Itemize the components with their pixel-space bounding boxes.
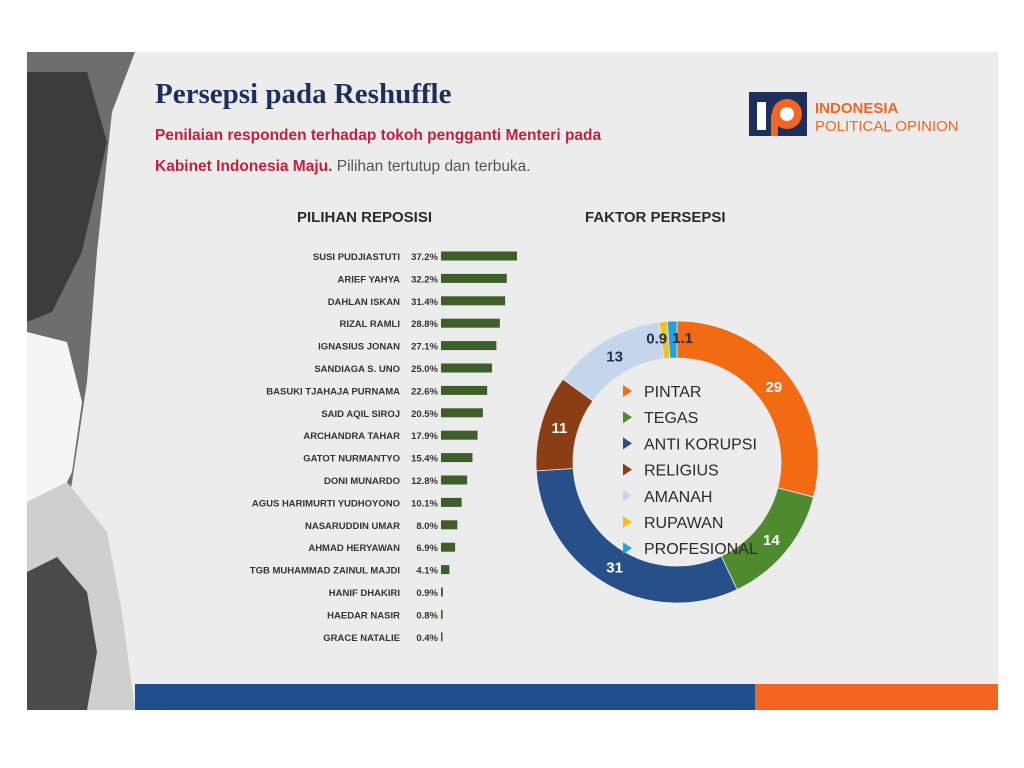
bar-category-label: ARIEF YAHYA [338,274,401,285]
logo-text-political-opinion: POLITICAL OPINION [815,118,959,135]
bar [441,385,488,395]
donut-value-label: 1.1 [672,330,693,347]
legend-marker [623,542,632,555]
bar-value-label: 37.2% [411,252,438,263]
bar [441,251,517,261]
donut-value-label: 0.9 [646,331,667,348]
bar-category-label: IGNASIUS JONAN [318,342,400,353]
bar-value-label: 15.4% [411,454,438,465]
bar [441,341,497,351]
bar-value-label: 8.0% [416,521,438,532]
bar-chart: SUSI PUDJIASTUTI 37.2% ARIEF YAHYA 32.2% DAH… [250,251,517,644]
bar-category-label: NASARUDDIN UMAR [305,521,400,532]
legend-marker [623,516,632,528]
bar [441,632,443,642]
bar [441,273,507,283]
donut-value-label: 14 [763,532,780,549]
bar-category-label: HANIF DHAKIRI [329,588,400,599]
donut-chart-title: FAKTOR PERSEPSI [585,209,726,226]
bar-category-label: AGUS HARIMURTI YUDHOYONO [252,498,400,509]
bar-value-label: 0.9% [416,588,438,599]
legend-label: AMANAH [644,489,712,506]
bar-category-label: HAEDAR NASIR [327,610,400,621]
bar [441,408,483,418]
bar-category-label: SAID AQIL SIROJ [321,409,400,420]
bar-category-label: TGB MUHAMMAD ZAINUL MAJDI [250,566,400,577]
bar [441,430,478,440]
bar-category-label: BASUKI TJAHAJA PURNAMA [266,386,400,397]
footer-stripe-orange [755,684,998,710]
bar-value-label: 10.1% [411,498,438,509]
bar-category-label: DAHLAN ISKAN [328,297,400,308]
donut-value-label: 11 [551,420,567,437]
donut-chart: 29 14 31 11 13 0.9 1.1 PINTAR TEGAS ANTI KORUPSI R… [535,320,819,604]
legend-marker [623,411,632,424]
bar-category-label: RIZAL RAMLI [339,319,400,330]
legend-label: PROFESIONAL [644,541,758,558]
bar [441,363,493,373]
bar [441,453,473,463]
bar-category-label: GATOT NURMANTYO [303,454,400,465]
bar [441,565,450,575]
legend-marker [623,463,632,476]
bar-value-label: 20.5% [411,409,438,420]
bar-category-label: AHMAD HERYAWAN [308,543,400,554]
legend-marker [623,437,632,450]
bar [441,318,500,328]
bar-value-label: 4.1% [416,566,438,577]
logo-mark [749,92,807,136]
footer-stripe-blue [135,684,755,710]
bar-value-label: 0.4% [416,633,438,644]
bar-value-label: 28.8% [411,319,438,330]
legend-label: ANTI KORUPSI [644,436,757,453]
subtitle-light: Pilihan tertutup dan terbuka. [336,158,531,175]
donut-value-label: 13 [606,349,623,366]
donut-value-label: 31 [606,559,623,576]
bar-chart-title: PILIHAN REPOSISI [297,209,433,226]
subtitle-line-2: Kabinet Indonesia Maju. Pilihan tertutup… [155,158,531,176]
bar-value-label: 31.4% [411,297,438,308]
bar-category-label: GRACE NATALIE [323,633,400,644]
logo-text-indonesia: INDONESIA [815,100,899,117]
ipo-logo: INDONESIA POLITICAL OPINION [749,80,979,140]
legend-label: RUPAWAN [644,515,723,532]
bar-value-label: 12.8% [411,476,438,487]
legend-label: PINTAR [644,384,701,401]
bar-value-label: 17.9% [411,431,438,442]
legend-label: RELIGIUS [644,463,719,480]
bar-value-label: 6.9% [416,543,438,554]
donut-value-label: 29 [765,379,782,396]
person-photo [27,52,135,710]
bar [441,542,456,552]
subtitle-line-1: Penilaian responden terhadap tokoh pengg… [155,127,602,144]
infographic-card: Persepsi pada Reshuffle Penilaian respon… [27,52,998,710]
bar-value-label: 27.1% [411,342,438,353]
donut-slice [666,320,678,359]
bar-value-label: 22.6% [411,386,438,397]
bar-value-label: 32.2% [411,274,438,285]
subtitle-bold: Kabinet Indonesia Maju. [155,158,333,175]
bar [441,296,506,306]
bar [441,497,462,507]
page-title: Persepsi pada Reshuffle [155,78,452,110]
bar-category-label: DONI MUNARDO [324,476,400,487]
legend-label: TEGAS [644,410,698,427]
bar [441,520,458,530]
bar [441,587,443,597]
bar [441,609,443,619]
bar [441,475,468,485]
legend-marker [623,489,632,502]
legend-marker [623,385,632,397]
bar-value-label: 0.8% [416,610,438,621]
bar-category-label: ARCHANDRA TAHAR [303,431,400,442]
bar-category-label: SUSI PUDJIASTUTI [313,252,400,263]
bar-value-label: 25.0% [411,364,438,375]
bar-category-label: SANDIAGA S. UNO [314,364,400,375]
